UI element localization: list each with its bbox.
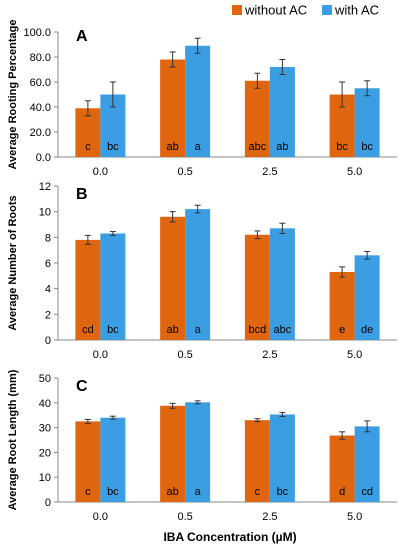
- legend-swatch-without-ac: [232, 5, 242, 15]
- bar-without-ac: [329, 271, 355, 340]
- y-tick-label: 10: [39, 207, 51, 219]
- x-tick-label: 0.5: [177, 349, 192, 361]
- significance-letter: c: [85, 486, 91, 498]
- bar-with-ac: [269, 67, 295, 157]
- y-tick-label: 40: [39, 398, 51, 410]
- significance-letter: cd: [361, 486, 373, 498]
- y-tick-label: 12: [39, 181, 51, 193]
- bar-without-ac: [75, 421, 101, 502]
- significance-letter: cd: [82, 324, 94, 336]
- significance-letter: bc: [107, 486, 119, 498]
- significance-letter: a: [195, 141, 202, 153]
- y-tick-label: 2: [45, 309, 51, 321]
- x-tick-label: 0.0: [93, 349, 108, 361]
- y-tick-label: 4: [45, 284, 51, 296]
- y-tick-label: 0.0: [36, 152, 51, 164]
- bar-with-ac: [185, 402, 211, 502]
- chart-panel-a: 0.0 20.0 40.0 60.0 80.0 100.0 Average Rooting …: [7, 20, 397, 178]
- legend-label-without-ac: without AC: [244, 3, 307, 18]
- y-tick-label: 40.0: [30, 102, 51, 114]
- bar-with-ac: [354, 255, 380, 340]
- bar-with-ac: [269, 414, 295, 502]
- bar-without-ac: [244, 80, 270, 157]
- panel-label: A: [76, 28, 88, 45]
- y-tick-label: 60.0: [30, 77, 51, 89]
- x-tick-label: 0.0: [93, 166, 108, 178]
- bar-with-ac: [354, 88, 380, 157]
- x-tick-label: 5.0: [347, 166, 362, 178]
- bar-without-ac: [160, 405, 186, 502]
- panel-label: C: [76, 378, 88, 395]
- significance-letter: a: [195, 486, 202, 498]
- legend-label-with-ac: with AC: [334, 3, 379, 18]
- y-tick-label: 20.0: [30, 127, 51, 139]
- x-tick-label: 2.5: [262, 511, 277, 523]
- y-tick-label: 10: [39, 472, 51, 484]
- x-tick-label: 2.5: [262, 166, 277, 178]
- x-tick-label: 5.0: [347, 349, 362, 361]
- panel-label: B: [76, 186, 88, 203]
- x-axis-title: IBA Concentration (µM): [163, 530, 296, 544]
- significance-letter: bc: [277, 486, 289, 498]
- bar-without-ac: [75, 239, 101, 340]
- bar-with-ac: [100, 233, 126, 340]
- significance-letter: ab: [167, 486, 179, 498]
- y-tick-label: 6: [45, 258, 51, 270]
- y-axis-title: Average Rooting Percentage: [7, 20, 19, 170]
- y-axis-title: Average Root Length (mm): [7, 369, 19, 510]
- significance-letter: ab: [167, 324, 179, 336]
- bar-with-ac: [100, 417, 126, 502]
- y-tick-label: 50: [39, 373, 51, 385]
- bar-without-ac: [244, 234, 270, 340]
- significance-letter: abc: [274, 324, 292, 336]
- x-tick-label: 0.5: [177, 511, 192, 523]
- bar-without-ac: [329, 435, 355, 502]
- y-axis-title: Average Number of Roots: [7, 195, 19, 330]
- bar-with-ac: [185, 45, 211, 157]
- chart-panel-b: 0 2 4 6 8 10 12 Average Number of Roots B 0.0 cd bc…: [7, 181, 397, 361]
- x-tick-label: 0.5: [177, 166, 192, 178]
- bar-with-ac: [354, 426, 380, 502]
- bar-without-ac: [160, 59, 186, 157]
- significance-letter: bc: [107, 141, 119, 153]
- significance-letter: bcd: [249, 324, 267, 336]
- y-tick-label: 8: [45, 232, 51, 244]
- bar-with-ac: [269, 228, 295, 340]
- chart-panel-c: 0 10 20 30 40 50 Average Root Length (mm) C 0.0 c…: [7, 369, 397, 523]
- bar-without-ac: [160, 216, 186, 340]
- significance-letter: e: [339, 324, 345, 336]
- y-tick-label: 20: [39, 447, 51, 459]
- significance-letter: abc: [249, 141, 267, 153]
- significance-letter: bc: [361, 141, 373, 153]
- significance-letter: c: [255, 486, 261, 498]
- significance-letter: ab: [276, 141, 288, 153]
- y-tick-label: 30: [39, 423, 51, 435]
- significance-letter: bc: [107, 324, 119, 336]
- x-tick-label: 5.0: [347, 511, 362, 523]
- y-tick-label: 100.0: [23, 27, 51, 39]
- significance-letter: de: [361, 324, 373, 336]
- significance-letter: a: [195, 324, 202, 336]
- bar-without-ac: [75, 108, 101, 157]
- y-tick-label: 0: [45, 497, 51, 509]
- x-tick-label: 2.5: [262, 349, 277, 361]
- significance-letter: c: [85, 141, 91, 153]
- y-tick-label: 80.0: [30, 52, 51, 64]
- significance-letter: ab: [167, 141, 179, 153]
- x-tick-label: 0.0: [93, 511, 108, 523]
- legend-swatch-with-ac: [322, 5, 332, 15]
- significance-letter: d: [339, 486, 345, 498]
- legend: without AC with AC: [232, 3, 379, 18]
- y-tick-label: 0: [45, 335, 51, 347]
- bar-without-ac: [244, 420, 270, 502]
- significance-letter: bc: [336, 141, 348, 153]
- bar-with-ac: [185, 209, 211, 340]
